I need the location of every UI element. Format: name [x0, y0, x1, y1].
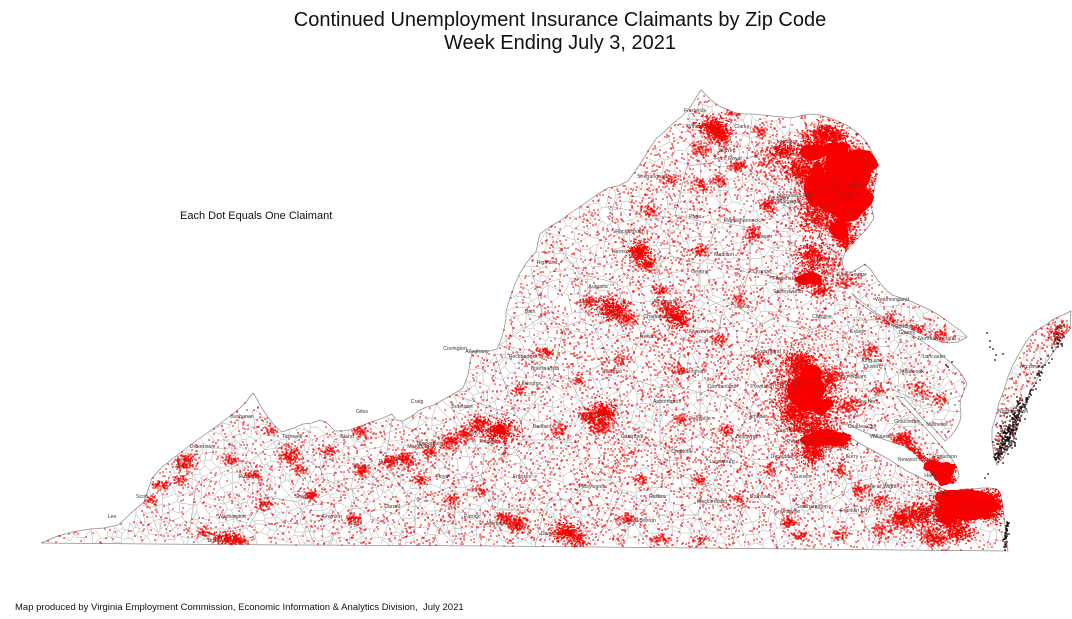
svg-text:Buena Vista: Buena Vista: [531, 366, 560, 372]
svg-text:Waynesboro: Waynesboro: [597, 311, 627, 317]
svg-text:Salem: Salem: [462, 431, 478, 437]
svg-text:Williamsburg: Williamsburg: [870, 434, 900, 440]
svg-text:Manassas: Manassas: [778, 199, 802, 205]
svg-text:Augusta: Augusta: [588, 284, 607, 290]
svg-text:Isle of Wight: Isle of Wight: [867, 484, 897, 490]
svg-text:Mecklenburg: Mecklenburg: [697, 499, 727, 505]
svg-text:Westmoreland: Westmoreland: [875, 297, 909, 303]
svg-text:Brunswick: Brunswick: [750, 494, 774, 500]
svg-text:Giles: Giles: [356, 409, 368, 415]
svg-text:Richmond: Richmond: [895, 324, 919, 330]
svg-text:Gloucester: Gloucester: [894, 419, 920, 425]
svg-text:Campbell: Campbell: [621, 434, 643, 440]
svg-text:Loudoun: Loudoun: [777, 139, 798, 145]
svg-text:South Boston: South Boston: [624, 518, 656, 524]
svg-text:Spotsylvania: Spotsylvania: [773, 289, 803, 295]
svg-text:Highland: Highland: [537, 260, 558, 266]
svg-text:Fauquier: Fauquier: [768, 196, 789, 202]
svg-text:Craig: Craig: [411, 399, 424, 405]
svg-text:Poquoson: Poquoson: [933, 454, 957, 460]
svg-text:Mathews: Mathews: [926, 422, 948, 428]
svg-text:Martinsville: Martinsville: [487, 521, 514, 527]
svg-text:Floyd: Floyd: [436, 474, 449, 480]
svg-text:Louisa: Louisa: [734, 304, 750, 310]
svg-text:Washington: Washington: [218, 514, 246, 520]
svg-text:Richmond City: Richmond City: [773, 381, 808, 387]
svg-text:Halifax: Halifax: [649, 494, 666, 500]
svg-text:Middlesex: Middlesex: [900, 369, 924, 375]
svg-text:Charles City: Charles City: [848, 424, 877, 430]
svg-text:Front Royal: Front Royal: [714, 156, 741, 162]
svg-text:Botetourt: Botetourt: [451, 404, 473, 410]
svg-text:Arlington: Arlington: [845, 183, 866, 189]
svg-text:Northumberland: Northumberland: [918, 336, 956, 342]
svg-text:King and: King and: [862, 358, 883, 364]
svg-text:New Kent: New Kent: [856, 399, 879, 405]
svg-text:Buckingham: Buckingham: [677, 369, 707, 375]
svg-text:Rappahannock: Rappahannock: [724, 218, 760, 224]
svg-text:Essex: Essex: [850, 329, 865, 335]
svg-text:Newport News: Newport News: [898, 457, 933, 463]
svg-text:Dickenson: Dickenson: [190, 444, 215, 450]
svg-text:Rockbridge: Rockbridge: [509, 354, 536, 360]
svg-text:Bland: Bland: [340, 434, 354, 440]
svg-text:Lancaster: Lancaster: [922, 354, 945, 360]
svg-text:Bath: Bath: [525, 309, 536, 315]
svg-text:Buchanan: Buchanan: [230, 414, 254, 420]
svg-text:Nelson: Nelson: [640, 334, 657, 340]
svg-text:Charlottesville: Charlottesville: [643, 314, 676, 320]
svg-text:Accomack: Accomack: [1020, 364, 1045, 370]
svg-text:Patrick: Patrick: [464, 514, 481, 520]
svg-text:Lee: Lee: [108, 514, 117, 520]
svg-text:Madison: Madison: [714, 252, 734, 258]
svg-text:Surry: Surry: [846, 454, 859, 460]
svg-text:Nottoway: Nottoway: [736, 434, 758, 440]
svg-text:Shenandoah: Shenandoah: [637, 174, 667, 180]
svg-text:Farmville: Farmville: [689, 416, 711, 422]
svg-text:Blacksburg: Blacksburg: [417, 441, 443, 447]
svg-text:Amelia: Amelia: [749, 414, 765, 420]
svg-text:Appomattox: Appomattox: [653, 399, 682, 405]
svg-text:Clarke: Clarke: [734, 124, 749, 130]
svg-text:Manassas Park: Manassas Park: [777, 193, 814, 199]
svg-text:Warren: Warren: [718, 148, 735, 154]
svg-text:Scott: Scott: [136, 494, 149, 500]
svg-text:Suffolk: Suffolk: [897, 509, 913, 515]
svg-text:Lunenburg: Lunenburg: [709, 459, 734, 465]
svg-text:Franklin: Franklin: [513, 474, 532, 480]
svg-text:King William: King William: [837, 374, 867, 380]
svg-text:Montgomery: Montgomery: [407, 444, 437, 450]
svg-text:Culpeper: Culpeper: [751, 234, 773, 240]
svg-text:Frederick: Frederick: [684, 108, 706, 114]
svg-text:Alleghany: Alleghany: [465, 349, 489, 355]
svg-text:Greene: Greene: [691, 269, 709, 275]
svg-text:Covington: Covington: [443, 346, 467, 352]
svg-text:Galax: Galax: [348, 521, 362, 527]
svg-text:Hampton: Hampton: [924, 473, 946, 479]
svg-text:County: County: [899, 330, 916, 336]
svg-text:Dinwiddie: Dinwiddie: [771, 454, 794, 460]
svg-text:Pittsylvania: Pittsylvania: [579, 484, 606, 490]
svg-text:Tazewell: Tazewell: [282, 434, 302, 440]
svg-text:Northampton: Northampton: [998, 409, 1029, 415]
svg-text:Grayson: Grayson: [322, 514, 342, 520]
svg-text:Lexington: Lexington: [519, 381, 542, 387]
svg-text:Franklin City: Franklin City: [840, 508, 870, 514]
svg-text:Petersburg: Petersburg: [787, 439, 813, 445]
svg-text:Goochland: Goochland: [755, 349, 781, 355]
svg-text:Bedford: Bedford: [533, 424, 552, 430]
svg-text:Queen: Queen: [864, 364, 880, 370]
svg-text:Page: Page: [689, 214, 701, 220]
svg-text:Greensville: Greensville: [774, 509, 801, 515]
svg-text:Carroll: Carroll: [384, 504, 400, 510]
svg-text:Sussex: Sussex: [793, 474, 811, 480]
svg-text:Caroline: Caroline: [812, 314, 832, 320]
svg-text:Amherst: Amherst: [602, 369, 622, 375]
svg-text:Fluvanna: Fluvanna: [689, 329, 711, 335]
svg-text:Rockingham: Rockingham: [615, 229, 645, 235]
svg-text:Powhatan: Powhatan: [750, 384, 774, 390]
